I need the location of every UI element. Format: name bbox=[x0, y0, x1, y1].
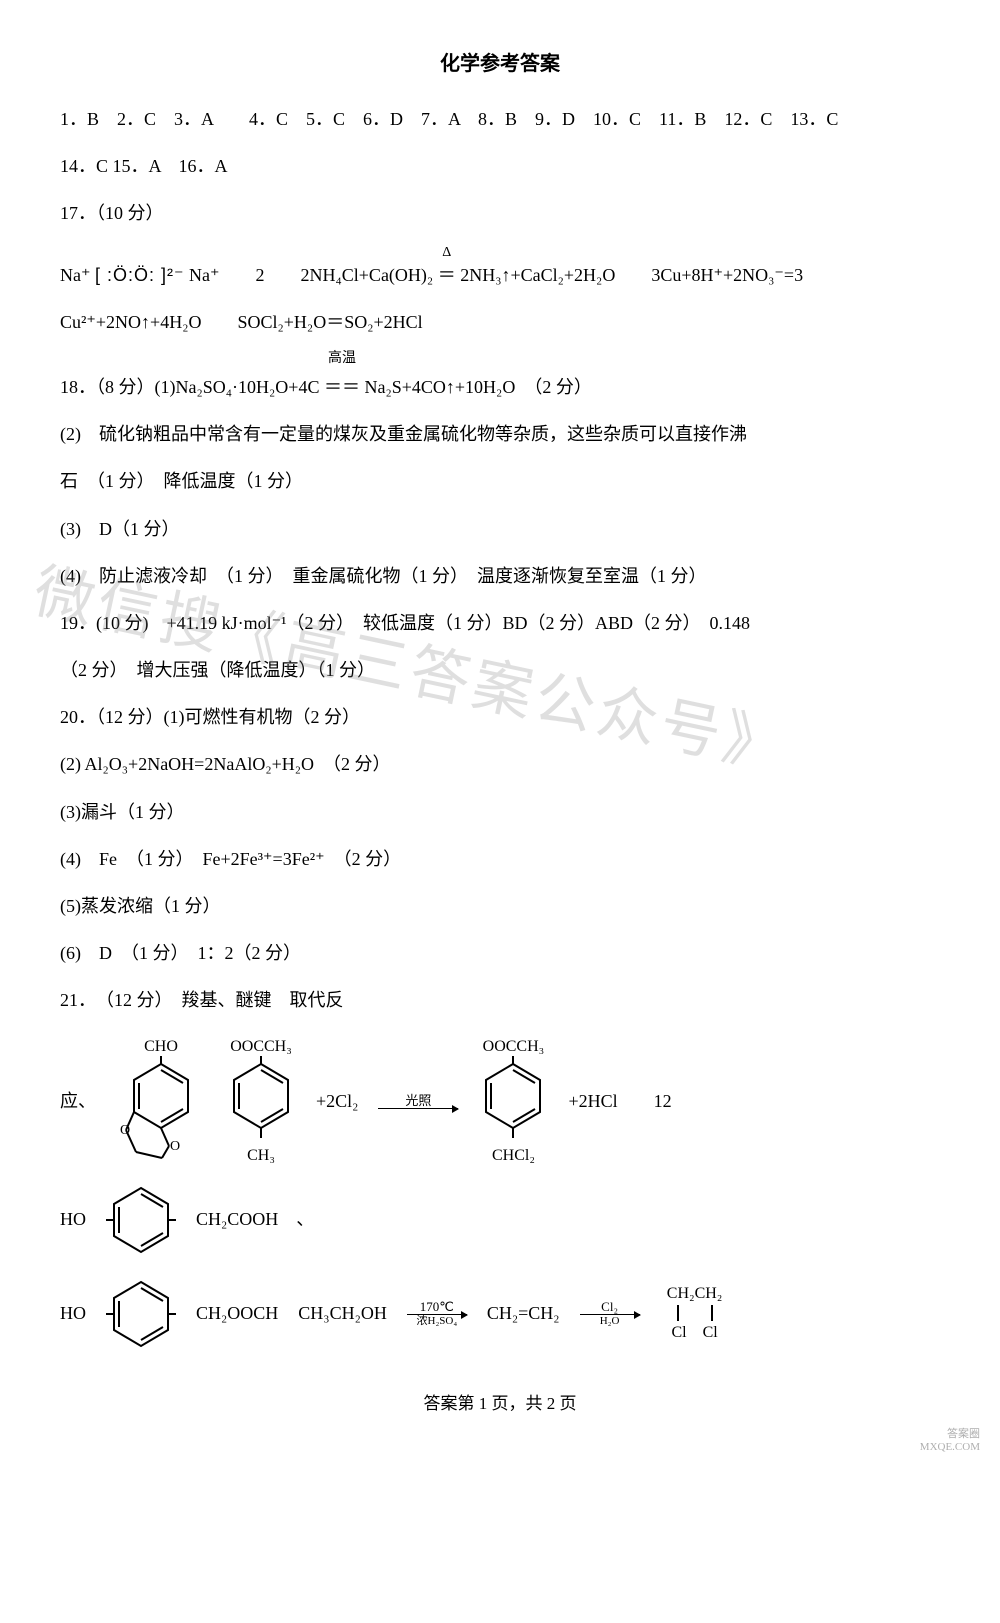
svg-text:O: O bbox=[120, 1123, 130, 1138]
structure-2-top: OOCCH₃ bbox=[230, 1037, 292, 1056]
q20-6: (6) D （1 分） 1：2（2 分） bbox=[60, 932, 940, 975]
prod2-top: CH₂CH₂ bbox=[667, 1284, 723, 1305]
q19: 19．(10 分) +41.19 kJ·mol⁻¹（2 分） 较低温度（1 分）… bbox=[60, 602, 940, 645]
row3-prod2: CH₂CH₂ Cl Cl bbox=[660, 1284, 730, 1344]
row2-ho: HO bbox=[60, 1198, 86, 1241]
corner-line2: MXQE.COM bbox=[920, 1441, 980, 1454]
arrow-top-label: 光照 bbox=[405, 1093, 431, 1109]
q20-5: (5)蒸发浓缩（1 分） bbox=[60, 885, 940, 928]
q18-4: (4) 防止滤液冷却 （1 分） 重金属硫化物（1 分） 温度逐渐恢复至室温（1… bbox=[60, 555, 940, 598]
structure-1-svg: O O bbox=[116, 1056, 206, 1166]
q20-1: 20．（12 分）(1)可燃性有机物（2 分） bbox=[60, 696, 940, 739]
page-footer: 答案第 1 页，共 2 页 bbox=[60, 1384, 940, 1425]
structure-3-bot: CHCl₂ bbox=[492, 1146, 535, 1165]
q21-plus: +2Cl₂ bbox=[316, 1080, 358, 1123]
page-title: 化学参考答案 bbox=[60, 40, 940, 88]
row2-right: CH₂COOH 、 bbox=[196, 1198, 314, 1241]
corner-line1: 答案圈 bbox=[920, 1428, 980, 1441]
svg-text:O: O bbox=[170, 1139, 180, 1154]
arrow-bot-h2o: H₂O bbox=[600, 1315, 620, 1328]
q18-2: (2) 硫化钠粗品中常含有一定量的煤灰及重金属硫化物等杂质，这些杂质可以直接作沸 bbox=[60, 413, 940, 456]
reaction-arrow-delta: ＝ bbox=[438, 240, 456, 297]
q18-3: (3) D（1 分） bbox=[60, 508, 940, 551]
reaction-arrow-170c: 170℃ 浓H₂SO₄ bbox=[407, 1299, 467, 1329]
q17-line2: Cu²⁺+2NO↑+4H₂O SOCl₂+H₂O＝SO₂+2HCl bbox=[60, 301, 940, 344]
corner-watermark: 答案圈 MXQE.COM bbox=[920, 1428, 980, 1454]
lewis-suffix: Na⁺ 2 2NH₄Cl+Ca(OH)₂ bbox=[189, 265, 433, 285]
arrow-line-icon bbox=[580, 1314, 640, 1315]
prod2-bot: Cl Cl bbox=[671, 1323, 717, 1344]
q18-2b: 石 （1 分） 降低温度（1 分） bbox=[60, 460, 940, 503]
arrow-bot-h2so4: 浓H₂SO₄ bbox=[417, 1315, 458, 1328]
row3-ho: HO bbox=[60, 1292, 86, 1335]
row3-eth: CH₃CH₂OH bbox=[298, 1292, 387, 1335]
reaction-arrow-gaowen: ＝＝ bbox=[324, 348, 360, 409]
lewis-prefix: Na⁺ bbox=[60, 265, 91, 285]
q17-eq1-rhs: 2NH₃↑+CaCl₂+2H₂O 3Cu+8H⁺+2NO₃⁻=3 bbox=[460, 265, 803, 285]
q17-line1: Na⁺ [ :Ö:Ö: ]²⁻ Na⁺ 2 2NH₄Cl+Ca(OH)₂ ＝ 2… bbox=[60, 240, 940, 297]
q18-header: 18．（8 分）(1)Na₂SO₄·10H₂O+4C bbox=[60, 377, 319, 397]
reaction-arrow-cl2: Cl₂ H₂O bbox=[580, 1299, 640, 1329]
answers-row-1: 1．B 2．C 3．A 4．C 5．C 6．D 7．A 8．B 9．D 10．C… bbox=[60, 98, 940, 141]
arrow-line-icon bbox=[407, 1314, 467, 1315]
arrow-top-cl2: Cl₂ bbox=[601, 1299, 618, 1315]
q21-ying: 应、 bbox=[60, 1080, 96, 1123]
q18-line1: 18．（8 分）(1)Na₂SO₄·10H₂O+4C ＝＝ Na₂S+4CO↑+… bbox=[60, 348, 940, 409]
q21-structure-row-2: HO CH₂COOH 、 bbox=[60, 1180, 940, 1260]
q20-3: (3)漏斗（1 分） bbox=[60, 791, 940, 834]
structure-3-top: OOCCH₃ bbox=[483, 1037, 545, 1056]
structure-4-svg bbox=[106, 1180, 176, 1260]
prod2-bonds bbox=[660, 1305, 730, 1323]
q19b: （2 分） 增大压强（降低温度）（1 分） bbox=[60, 649, 940, 692]
structure-1: CHO O O bbox=[116, 1037, 206, 1166]
structure-3: OOCCH₃ CHCl₂ bbox=[478, 1037, 548, 1165]
arrow-line-icon bbox=[378, 1108, 458, 1109]
structure-2-svg bbox=[226, 1056, 296, 1146]
arrow-top-170: 170℃ bbox=[420, 1299, 454, 1315]
reaction-arrow-light: 光照 bbox=[378, 1093, 458, 1110]
structure-3-svg bbox=[478, 1056, 548, 1146]
q21-structure-row-3: HO CH₂OOCH CH₃CH₂OH 170℃ 浓H₂SO₄ CH₂=CH₂ … bbox=[60, 1274, 940, 1354]
row3-mid: CH₂OOCH bbox=[196, 1292, 278, 1335]
q18-rhs: Na₂S+4CO↑+10H₂O （2 分） bbox=[364, 377, 591, 397]
q20-4: (4) Fe （1 分） Fe+2Fe³⁺=3Fe²⁺ （2 分） bbox=[60, 838, 940, 881]
structure-1-top: CHO bbox=[144, 1037, 178, 1056]
q20-2: (2) Al₂O₃+2NaOH=2NaAlO₂+H₂O （2 分） bbox=[60, 743, 940, 786]
q21-tail: +2HCl 12 bbox=[568, 1080, 671, 1123]
q21-header: 21． （12 分） 羧基、醚键 取代反 bbox=[60, 979, 940, 1022]
q17-header: 17．（10 分） bbox=[60, 192, 940, 235]
q21-structure-row-1: 应、 CHO O O OOCCH₃ bbox=[60, 1037, 940, 1166]
row3-prod1: CH₂=CH₂ bbox=[487, 1292, 560, 1335]
structure-2: OOCCH₃ CH₃ bbox=[226, 1037, 296, 1165]
lewis-structure: [ :Ö:Ö: ]²⁻ bbox=[95, 265, 185, 285]
structure-2-bot: CH₃ bbox=[247, 1146, 275, 1165]
answers-row-2: 14．C 15．A 16．A bbox=[60, 145, 940, 188]
structure-5-svg bbox=[106, 1274, 176, 1354]
